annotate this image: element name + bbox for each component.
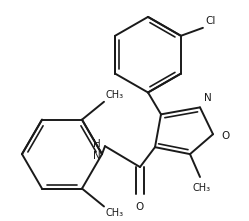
Text: CH₃: CH₃ bbox=[106, 90, 124, 100]
Text: Cl: Cl bbox=[205, 16, 215, 26]
Text: N: N bbox=[93, 151, 101, 161]
Text: CH₃: CH₃ bbox=[106, 208, 124, 218]
Text: CH₃: CH₃ bbox=[193, 183, 211, 193]
Text: O: O bbox=[136, 202, 144, 212]
Text: O: O bbox=[221, 131, 229, 141]
Text: H: H bbox=[93, 139, 101, 149]
Text: N: N bbox=[204, 93, 212, 103]
